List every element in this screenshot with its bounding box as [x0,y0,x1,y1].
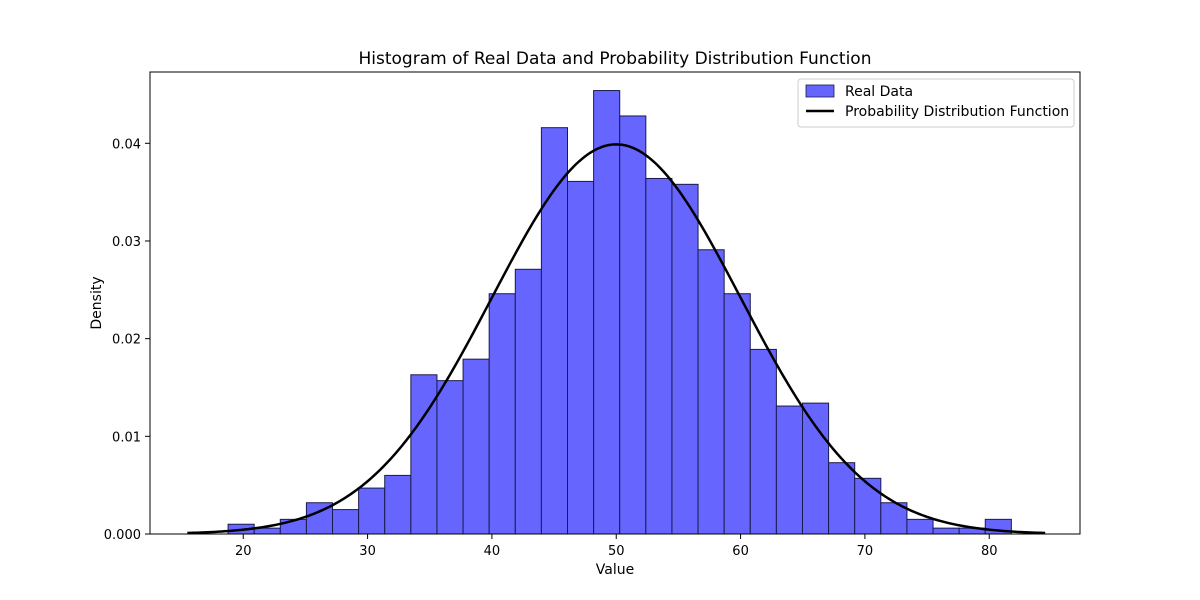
x-tick-label: 20 [235,544,252,559]
histogram-bar [697,249,725,535]
histogram-bar [671,183,699,535]
legend-label-pdf: Probability Distribution Function [845,104,1069,120]
x-tick-label: 60 [732,544,749,559]
y-axis-ticks: 0.000 0.01 0.02 0.03 0.04 [104,137,150,543]
histogram-bar [723,293,751,535]
x-tick-label: 40 [484,544,501,559]
legend-swatch-real-data [805,84,835,98]
y-tick-label: 0.04 [112,137,141,152]
histogram-bar [645,177,673,535]
histogram-bar [358,487,386,535]
x-axis-label: Value [596,562,634,578]
histogram-bar [332,509,360,535]
x-tick-label: 70 [857,544,874,559]
histogram-bar [619,115,647,535]
histogram-bar [436,380,464,535]
y-tick-label: 0.03 [112,235,141,250]
histogram-bar [410,374,438,535]
histogram-bar [906,518,934,535]
x-tick-label: 80 [981,544,998,559]
histogram-bar [932,527,960,535]
y-axis-label: Density [89,276,105,329]
histogram-bar [801,402,830,535]
histogram-bar [462,358,490,535]
histogram-bars [227,90,1012,535]
legend: Real Data Probability Distribution Funct… [797,78,1075,128]
pdf-curve [187,143,1046,535]
legend-label-real-data: Real Data [845,84,913,100]
x-axis-ticks: 20 30 40 50 60 70 80 [235,534,998,559]
legend-frame [797,78,1075,128]
histogram-bar [593,90,621,535]
x-tick-label: 50 [608,544,625,559]
histogram-bar [514,268,542,535]
histogram-bar [749,348,777,535]
histogram-bar [384,474,412,535]
y-tick-label: 0.02 [112,333,141,348]
histogram-bar [488,293,516,535]
histogram-bar [540,127,569,535]
histogram-bar [775,405,803,535]
chart-title: Histogram of Real Data and Probability D… [359,49,872,69]
histogram-bar [828,462,856,535]
y-tick-label: 0.000 [104,528,141,543]
plot-frame [149,71,1081,535]
y-tick-label: 0.01 [112,430,141,445]
histogram-bar [854,477,882,535]
pdf-curve-layer [187,143,1046,535]
histogram-bar [567,180,595,535]
x-tick-label: 30 [359,544,376,559]
